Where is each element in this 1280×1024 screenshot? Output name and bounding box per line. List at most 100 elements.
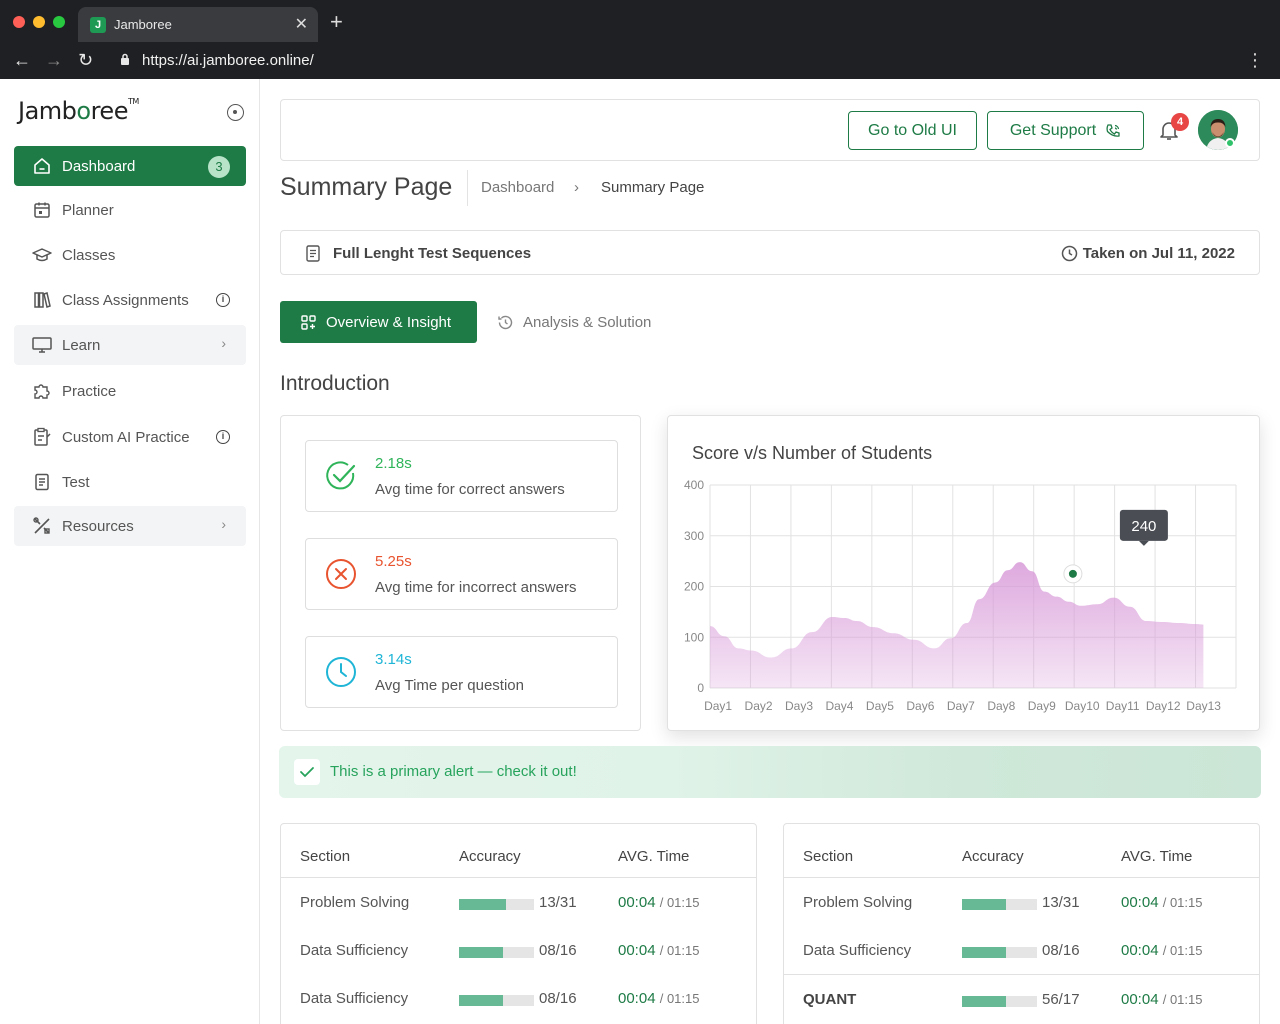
sidebar-item-resources[interactable]: Resources › <box>14 506 246 546</box>
tab-overview-label: Overview & Insight <box>326 313 452 331</box>
avg-time-value: 00:04 / 01:15 <box>1121 942 1202 959</box>
sidebar-item-label: Learn <box>62 336 101 354</box>
accuracy-bar-fill <box>962 947 1006 958</box>
history-icon <box>498 315 513 330</box>
sidebar-item-label: Dashboard <box>62 157 136 175</box>
stats-card: 2.18s Avg time for correct answers 5.25s… <box>280 415 641 731</box>
avg-time: 00:04 <box>618 990 656 1007</box>
clock-icon <box>1061 245 1078 262</box>
tooltip-label: 240 <box>1131 518 1156 535</box>
sidebar-item-class-assignments[interactable]: Class Assignments i <box>14 280 246 320</box>
chevron-right-icon: › <box>221 335 226 351</box>
avg-time-value: 00:04 / 01:15 <box>1121 894 1202 911</box>
accuracy-bar-fill <box>459 995 503 1006</box>
get-support-button[interactable]: Get Support <box>987 111 1144 150</box>
sidebar-item-label: Planner <box>62 201 114 219</box>
sidebar: JamboreeTM Dashboard 3 Planner Classes C… <box>0 79 260 1024</box>
sidebar-item-custom-ai-practice[interactable]: Custom AI Practice i <box>14 417 246 457</box>
section-title-introduction: Introduction <box>280 372 390 395</box>
stat-value: 3.14s <box>375 651 412 668</box>
document-icon <box>306 245 320 262</box>
sidebar-item-classes[interactable]: Classes <box>14 235 246 275</box>
tab-analysis-label: Analysis & Solution <box>523 313 652 331</box>
page-title: Summary Page <box>280 173 453 201</box>
accuracy-bar <box>459 947 534 958</box>
notification-badge: 4 <box>1171 113 1189 131</box>
stat-correct-time: 2.18s Avg time for correct answers <box>305 440 618 512</box>
grid-icon <box>301 315 316 330</box>
accuracy-value: 13/31 <box>1042 894 1080 911</box>
series-area <box>710 562 1204 688</box>
browser-tab[interactable]: J Jamboree ✕ <box>78 7 318 42</box>
accuracy-bar-fill <box>962 899 1006 910</box>
back-icon[interactable]: ← <box>13 50 31 70</box>
section-table-right: Section Accuracy AVG. Time Problem Solvi… <box>783 823 1260 1024</box>
sidebar-item-test[interactable]: Test <box>14 462 246 502</box>
go-to-old-ui-button[interactable]: Go to Old UI <box>848 111 977 150</box>
y-tick-label: 300 <box>684 529 704 543</box>
avg-time: 00:04 <box>618 942 656 959</box>
avg-time: 00:04 <box>1121 894 1159 911</box>
info-icon[interactable]: i <box>216 430 230 444</box>
url-input[interactable]: https://ai.jamboree.online/ <box>142 52 314 69</box>
sidebar-item-label: Classes <box>62 246 116 264</box>
section-name: Problem Solving <box>803 894 913 911</box>
sidebar-item-practice[interactable]: Practice <box>14 371 246 411</box>
x-tick-label: Day9 <box>1028 699 1056 713</box>
close-window-button[interactable] <box>13 16 25 28</box>
avg-time: 00:04 <box>1121 991 1159 1008</box>
stat-incorrect-time: 5.25s Avg time for incorrect answers <box>305 538 618 610</box>
clipboard-icon <box>32 427 52 447</box>
sidebar-item-planner[interactable]: Planner <box>14 190 246 230</box>
avg-time: 00:04 <box>1121 942 1159 959</box>
avg-time-value: 00:04 / 01:15 <box>618 894 699 911</box>
section-name: Data Sufficiency <box>300 990 409 1007</box>
x-tick-label: Day3 <box>785 699 813 713</box>
sidebar-item-label: Test <box>62 473 90 491</box>
accuracy-bar-fill <box>962 996 1006 1007</box>
breadcrumb-dashboard-link[interactable]: Dashboard <box>481 179 555 196</box>
avg-time: 00:04 <box>618 894 656 911</box>
accuracy-bar-fill <box>459 899 506 910</box>
clock-icon <box>326 657 356 687</box>
accuracy-value: 08/16 <box>539 942 577 959</box>
breadcrumb-current: Summary Page <box>601 179 705 196</box>
jamboree-logo[interactable]: JamboreeTM <box>18 97 139 125</box>
total-time: / 01:15 <box>659 895 700 910</box>
monitor-icon <box>32 335 52 355</box>
stat-value: 2.18s <box>375 455 412 472</box>
accuracy-bar <box>962 996 1037 1007</box>
calendar-icon <box>32 200 52 220</box>
tab-analysis-solution[interactable]: Analysis & Solution <box>497 301 651 343</box>
minimize-window-button[interactable] <box>33 16 45 28</box>
stat-label: Avg time for incorrect answers <box>375 579 577 596</box>
stat-value: 5.25s <box>375 553 412 570</box>
title-divider <box>467 170 468 206</box>
count-badge: 3 <box>208 156 230 178</box>
total-time: / 01:15 <box>659 991 700 1006</box>
new-tab-icon[interactable]: + <box>330 9 343 34</box>
maximize-window-button[interactable] <box>53 16 65 28</box>
forward-icon[interactable]: → <box>45 50 63 70</box>
table-row: QUANT 56/17 00:04 / 01:15 <box>784 974 1259 1022</box>
tab-overview-insight[interactable]: Overview & Insight <box>280 301 477 343</box>
sidebar-item-learn[interactable]: Learn › <box>14 325 246 365</box>
score-chart[interactable]: 0 100 200 300 400 Day1 Day2 Day3 Day4 Day5 Day6 Day… <box>668 416 1261 732</box>
x-tick-label: Day5 <box>866 699 894 713</box>
sidebar-item-dashboard[interactable]: Dashboard 3 <box>14 146 246 186</box>
section-name: QUANT <box>803 991 857 1008</box>
sidebar-item-label: Practice <box>62 382 117 400</box>
avatar[interactable] <box>1198 110 1238 150</box>
sidebar-item-label: Custom AI Practice <box>62 428 190 446</box>
y-tick-label: 100 <box>684 630 704 644</box>
chart-title: Score v/s Number of Students <box>692 443 933 463</box>
close-tab-icon[interactable]: ✕ <box>294 16 308 33</box>
tab-title: Jamboree <box>114 17 172 32</box>
x-tick-label: Day6 <box>906 699 934 713</box>
accuracy-bar <box>459 899 534 910</box>
sidebar-toggle-icon[interactable] <box>227 104 244 121</box>
reload-icon[interactable]: ↻ <box>78 50 94 70</box>
tooltip-box <box>1119 509 1168 541</box>
browser-menu-icon[interactable]: ⋮ <box>1246 50 1264 70</box>
info-icon[interactable]: i <box>216 293 230 307</box>
